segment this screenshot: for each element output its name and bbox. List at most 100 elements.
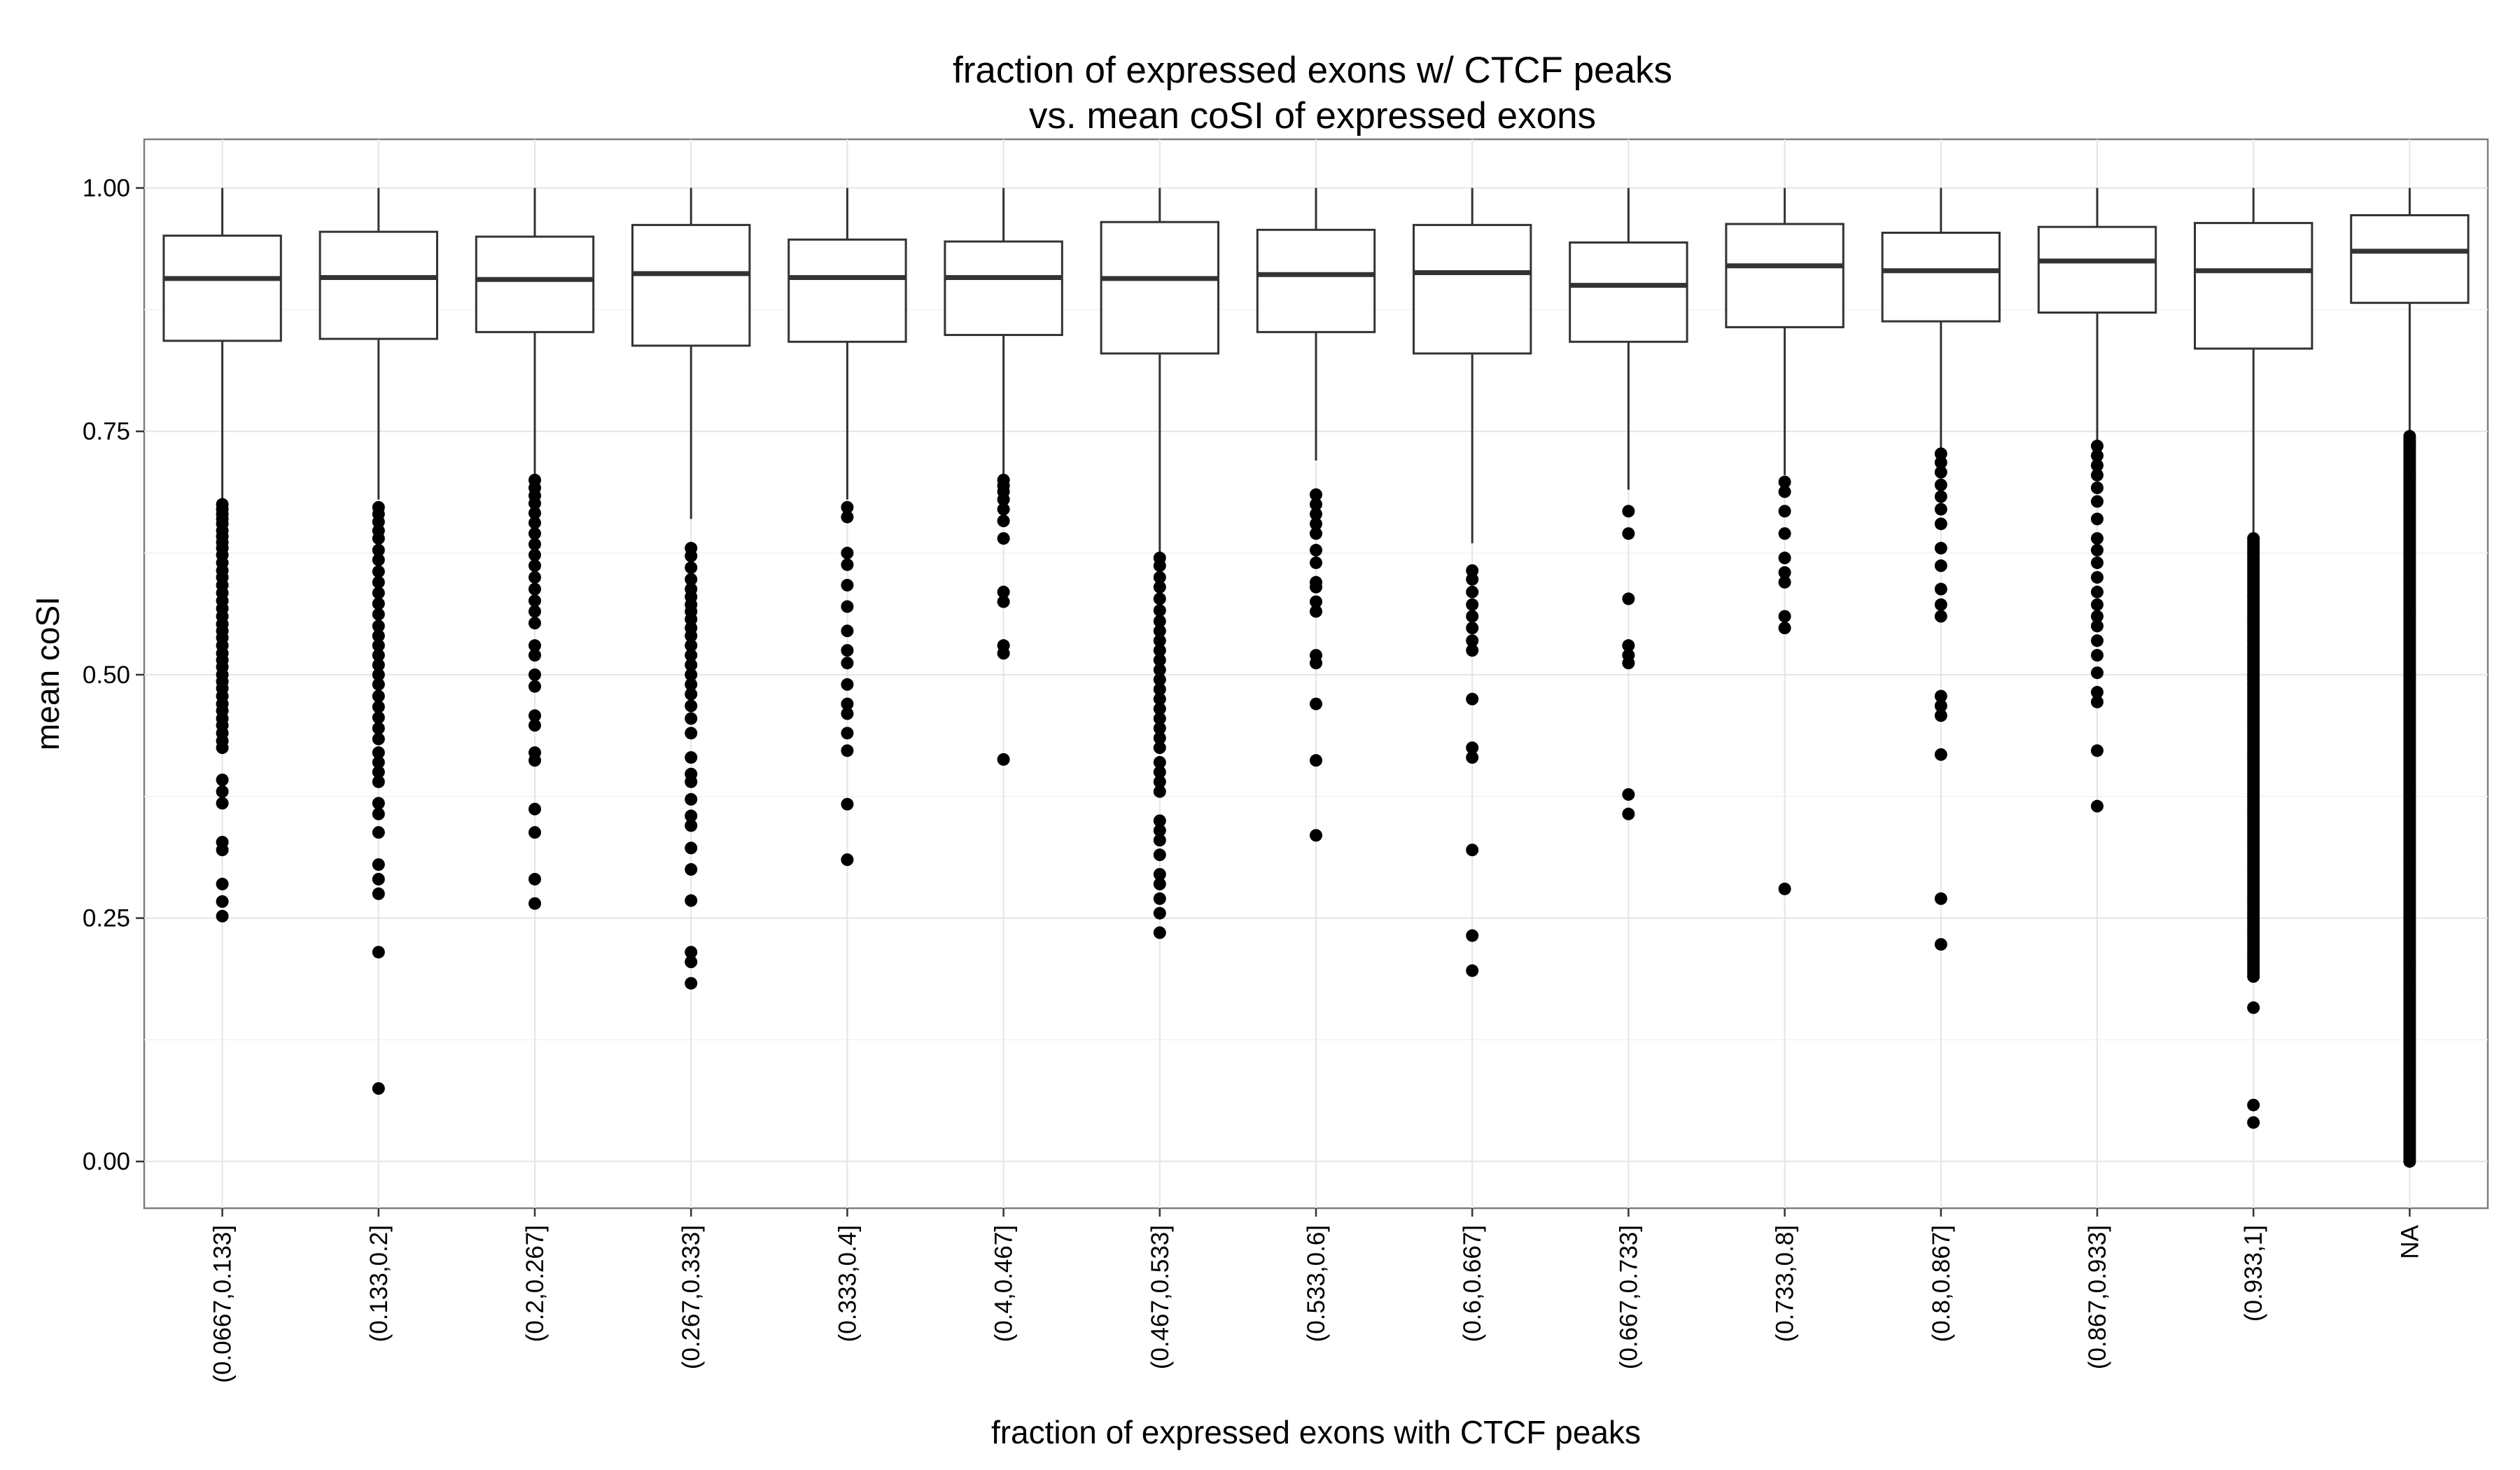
outlier-point [216,785,229,798]
outlier-point [528,680,541,693]
box-iqr [1881,232,2001,323]
outlier-point [528,649,541,662]
outlier-point [1622,657,1635,670]
outlier-point [372,872,385,886]
box-iqr [1100,220,1219,355]
outlier-point [1934,582,1947,596]
box-iqr [318,230,438,340]
box-group [162,188,282,923]
outlier-point [1153,867,1166,881]
outlier-point [1310,527,1322,540]
y-tick-label: 0.75 [83,418,130,445]
outlier-point [997,503,1010,516]
outlier-point [216,877,229,890]
outlier-point [1778,552,1791,565]
box-group [1569,188,1688,820]
outlier-point [1622,639,1635,652]
outlier-point [528,754,541,767]
outlier-point [1153,756,1166,769]
outlier-point [1778,566,1791,579]
outlier-point [372,543,385,556]
outlier-point [685,639,698,652]
outlier-point [528,594,541,608]
box-iqr [2194,222,2314,350]
outlier-point [685,573,698,586]
outlier-point [841,600,854,613]
outlier-point [1153,848,1166,862]
outlier-point [1153,824,1166,837]
y-tick-label: 0.50 [83,662,130,689]
box-iqr [2350,214,2470,304]
x-tick-label: (0.8,0.867] [1928,1225,1955,1342]
outlier-point [372,826,385,839]
outlier-point [528,507,541,520]
outlier-point [372,565,385,578]
outlier-point [1778,575,1791,589]
outlier-point [1153,814,1166,827]
outlier-point [372,765,385,778]
outlier-point [841,578,854,592]
y-axis-title: mean coSI [29,596,66,750]
outlier-point [685,976,698,990]
x-tick-label: (0.333,0.4] [834,1225,861,1342]
outlier-point [1622,505,1635,518]
box-iqr [1256,228,1376,333]
outlier-point [528,527,541,540]
chart-title-line2: vs. mean coSI of expressed exons [1029,95,1596,136]
outlier-point [1934,503,1947,516]
outlier-point [1466,622,1479,635]
outlier-point [841,558,854,571]
outlier-point [372,797,385,810]
box-group [318,188,438,1095]
outlier-point [1466,844,1479,857]
outlier-point [685,955,698,969]
outlier-point [997,647,1010,660]
outlier-point [1310,507,1322,521]
outlier-point [1153,785,1166,798]
outlier-point [528,719,541,732]
chart-title-line1: fraction of expressed exons w/ CTCF peak… [953,50,1672,91]
x-tick-label: (0.467,0.533] [1147,1225,1174,1369]
outlier-point [372,620,385,633]
outlier-point [528,872,541,886]
outlier-point [1310,754,1322,767]
outlier-point [2091,598,2104,611]
outlier-point [1153,634,1166,648]
outlier-point [1778,475,1791,489]
outlier-point [841,657,854,670]
outlier-point [841,697,854,710]
outlier-point [1934,490,1947,503]
outlier-point [372,678,385,691]
outlier-point [1153,580,1166,594]
outlier-point [685,712,698,725]
outlier-point [528,538,541,551]
outlier-point [997,493,1010,506]
outlier-point [997,595,1010,608]
x-axis-title: fraction of expressed exons with CTCF pe… [991,1414,1641,1450]
outlier-point [528,605,541,618]
box-group [1881,188,2001,951]
outlier-point [997,585,1010,598]
outlier-point [1153,834,1166,847]
outlier-point [841,547,854,560]
box-group [2350,188,2470,1168]
outlier-point [2091,449,2104,462]
outlier-point [685,699,698,713]
outlier-point [372,722,385,735]
outlier-point [841,678,854,691]
outlier-point [1466,564,1479,578]
outlier-point [2091,610,2104,623]
outlier-point [1934,892,1947,905]
outlier-point [372,946,385,959]
outlier-point [2091,634,2104,648]
box-iqr [475,235,595,333]
box-iqr [944,240,1063,337]
box-group [1413,188,1532,977]
outlier-point [216,844,229,857]
outlier-point [685,550,698,563]
outlier-point [1934,709,1947,722]
box-group [1256,188,1376,842]
outlier-point [2091,585,2104,598]
box-iqr [1725,223,1844,328]
outlier-point [841,707,854,720]
